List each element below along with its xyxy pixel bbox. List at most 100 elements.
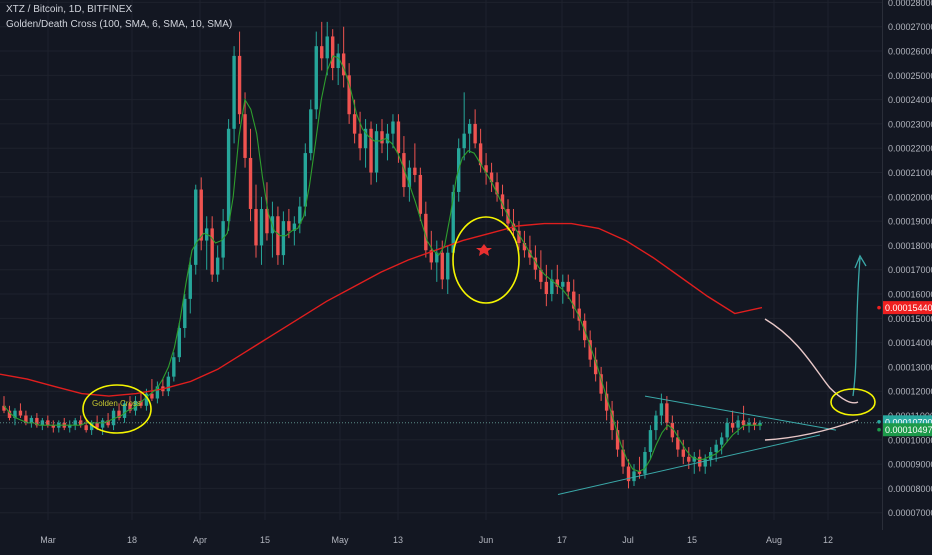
candle-body bbox=[341, 53, 346, 76]
candle-body bbox=[18, 410, 23, 416]
candle-body bbox=[637, 471, 642, 474]
candle-body bbox=[730, 422, 735, 428]
price-tag-dot bbox=[877, 305, 881, 310]
candle-body bbox=[577, 308, 581, 321]
candle-body bbox=[215, 257, 220, 275]
candle-body bbox=[758, 422, 762, 426]
candle-body bbox=[418, 174, 423, 214]
death-cross-circle bbox=[452, 216, 520, 304]
projection-arrow-head bbox=[854, 254, 867, 269]
candle-body bbox=[391, 121, 395, 134]
x-tick-label: 13 bbox=[393, 535, 403, 545]
price-tag-label: 0.00010497 bbox=[885, 425, 932, 435]
candle-body bbox=[68, 425, 72, 428]
candle-body bbox=[478, 143, 483, 166]
candle-body bbox=[517, 230, 521, 243]
y-tick-label: 0.00026000 bbox=[888, 47, 932, 57]
candle-body bbox=[599, 374, 603, 394]
y-tick-label: 0.00028000 bbox=[888, 0, 932, 8]
candle-body bbox=[35, 417, 39, 426]
chart-title: XTZ / Bitcoin, 1D, BITFINEX bbox=[6, 4, 133, 15]
candle-body bbox=[188, 264, 192, 299]
candle-body bbox=[374, 131, 379, 173]
indicator-label: Golden/Death Cross (100, SMA, 6, SMA, 10… bbox=[6, 19, 233, 30]
candle-body bbox=[150, 393, 154, 399]
candle-body bbox=[13, 410, 17, 418]
candle-body bbox=[259, 208, 264, 246]
candle-body bbox=[555, 279, 560, 287]
golden-cross-label: Golden Cross bbox=[92, 399, 141, 408]
upper-trendline bbox=[644, 395, 837, 431]
candle-body bbox=[226, 128, 231, 222]
y-tick-label: 0.00007000 bbox=[888, 508, 932, 518]
candle-body bbox=[752, 422, 757, 426]
candle-body bbox=[659, 403, 664, 416]
candle-body bbox=[435, 252, 439, 263]
price-tag-label: 0.00015440 bbox=[885, 303, 932, 313]
candle-body bbox=[380, 131, 384, 144]
y-tick-label: 0.00018000 bbox=[888, 241, 932, 251]
candle-body bbox=[352, 114, 357, 134]
price-tag-dot bbox=[877, 420, 881, 424]
candle-body bbox=[265, 208, 269, 234]
price-tag bbox=[883, 423, 932, 437]
candle-body bbox=[330, 36, 335, 69]
candle-body bbox=[248, 157, 253, 209]
candle-body bbox=[626, 466, 631, 482]
candle-body bbox=[194, 189, 198, 265]
candle-body bbox=[643, 451, 647, 474]
candle-body bbox=[687, 456, 691, 462]
candle-body bbox=[347, 75, 351, 115]
candle-body bbox=[298, 206, 302, 224]
candle-body bbox=[500, 194, 505, 209]
candle-body bbox=[489, 172, 494, 183]
candle-body bbox=[665, 403, 669, 423]
candle-body bbox=[522, 242, 527, 251]
candle-body bbox=[243, 114, 247, 158]
candle-body bbox=[232, 55, 236, 129]
candle-body bbox=[539, 269, 543, 282]
candle-body bbox=[719, 437, 724, 445]
candle-body bbox=[314, 46, 318, 110]
candle-body bbox=[2, 405, 6, 411]
y-tick-label: 0.00023000 bbox=[888, 119, 932, 129]
candle-body bbox=[122, 403, 127, 418]
candle-body bbox=[166, 376, 171, 392]
candle-body bbox=[369, 128, 373, 173]
candle-body bbox=[654, 415, 658, 431]
candle-body bbox=[24, 415, 28, 423]
candle-body bbox=[714, 444, 718, 452]
candle-body bbox=[747, 422, 751, 426]
candle-body bbox=[544, 281, 549, 295]
candle-body bbox=[281, 221, 286, 256]
candle-body bbox=[7, 410, 12, 418]
candle-body bbox=[276, 216, 280, 256]
candle-body bbox=[484, 165, 488, 173]
y-tick-label: 0.00021000 bbox=[888, 168, 932, 178]
x-tick-label: 12 bbox=[823, 535, 833, 545]
candle-body bbox=[473, 123, 477, 144]
candle-body bbox=[100, 420, 105, 428]
candle-body bbox=[183, 298, 187, 329]
candle-body bbox=[309, 109, 313, 154]
candle-body bbox=[615, 430, 620, 450]
candle-body bbox=[84, 425, 88, 431]
y-tick-label: 0.00016000 bbox=[888, 290, 932, 300]
x-tick-label: Apr bbox=[193, 535, 207, 545]
candle-body bbox=[561, 281, 565, 287]
candle-body bbox=[111, 410, 116, 426]
golden-cross-circle bbox=[82, 384, 152, 434]
sma-long-line bbox=[0, 222, 763, 397]
candle-body bbox=[78, 420, 83, 426]
candle-body bbox=[144, 393, 149, 406]
candle-body bbox=[413, 167, 417, 175]
candle-body bbox=[572, 291, 576, 309]
projection-path bbox=[764, 318, 859, 441]
y-tick-label: 0.00013000 bbox=[888, 362, 932, 372]
sma-short-line bbox=[3, 55, 762, 472]
candle-body bbox=[117, 410, 121, 418]
projection-arrow-shaft bbox=[852, 257, 861, 397]
candle-body bbox=[396, 121, 401, 154]
